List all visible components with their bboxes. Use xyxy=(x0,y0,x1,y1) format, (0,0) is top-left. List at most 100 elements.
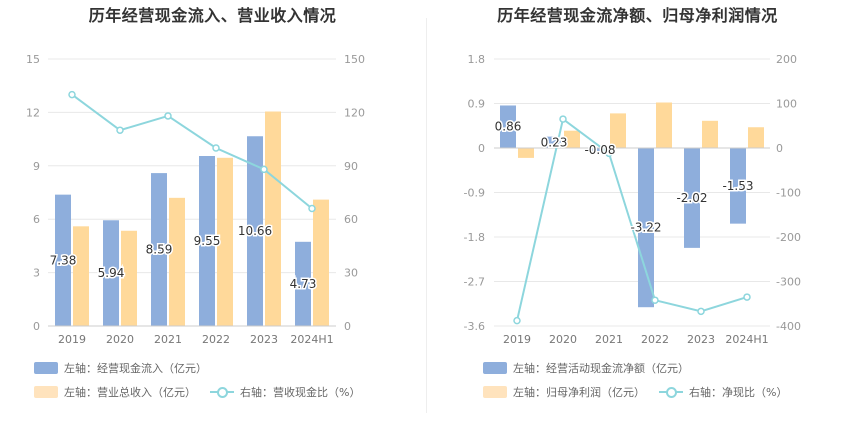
left-bar-blue xyxy=(151,173,167,326)
left-data-label: 10.66 xyxy=(238,224,272,238)
right-right-tick-label: -300 xyxy=(776,276,801,289)
right-data-label: 0.86 xyxy=(495,120,522,134)
legend-item-line-right[interactable]: 右轴：净现比（%） xyxy=(659,384,787,400)
right-left-tick-label: -1.8 xyxy=(464,231,485,244)
panel-divider xyxy=(426,18,427,413)
legend-swatch-line xyxy=(659,386,683,398)
legend-row-2-left: 左轴：营业总收入（亿元） 右轴：营收现金比（%） xyxy=(34,384,374,400)
left-data-label: 4.73 xyxy=(290,277,317,291)
chart-svg-left: 0 0 3 30 6 60 9 90 12 120 15 150 2019 2020 2021 2022 202… xyxy=(26,53,365,345)
right-line-point xyxy=(697,307,705,316)
right-x-tick-label: 2021 xyxy=(595,333,623,345)
left-bar-blue xyxy=(247,136,263,326)
legend-row-2-right: 左轴：归母净利润（亿元） 右轴：净现比（%） xyxy=(483,384,801,400)
left-right-tick-label: 0 xyxy=(344,320,351,333)
left-x-tick-label: 2021 xyxy=(154,333,182,345)
right-line-point xyxy=(559,115,567,123)
right-line-series xyxy=(516,117,748,321)
right-right-tick-label: -200 xyxy=(776,231,801,244)
legend-row-1-left: 左轴：经营现金流入（亿元） xyxy=(34,360,221,376)
right-line-point xyxy=(743,293,751,301)
right-x-tick-label: 2024H1 xyxy=(725,333,768,345)
right-data-label: -0.08 xyxy=(584,143,615,157)
left-bar-orange xyxy=(265,111,281,326)
chart-svg-right: -3.6 -400 -2.7 -300 -1.8 -200 -0.9 -100 0 0 0.9 100… xyxy=(464,53,801,345)
legend-label-bar1-left: 左轴：经营现金流入（亿元） xyxy=(64,362,207,375)
left-line-point xyxy=(212,144,220,152)
legend-swatch-orange xyxy=(34,386,58,398)
legend-swatch-blue xyxy=(34,362,58,374)
legend-swatch-orange xyxy=(483,386,507,398)
right-right-tick-label: -400 xyxy=(776,320,801,333)
legend-item-bar1-right[interactable]: 左轴：经营活动现金流净额（亿元） xyxy=(483,360,689,376)
left-bar-orange xyxy=(169,197,185,326)
right-bar-blue xyxy=(500,105,516,148)
chart-title-left: 历年经营现金流入、营业收入情况 xyxy=(88,6,337,25)
right-line-point xyxy=(513,316,521,325)
left-bar-blue xyxy=(103,220,119,326)
legend-item-bar2-left[interactable]: 左轴：营业总收入（亿元） xyxy=(34,384,196,400)
left-bar-blue xyxy=(55,194,71,326)
right-data-label: -3.22 xyxy=(630,221,661,235)
left-data-label: 7.38 xyxy=(50,253,77,267)
left-line-point xyxy=(308,204,316,213)
left-x-tick-label: 2023 xyxy=(250,333,278,345)
legend-item-bar2-right[interactable]: 左轴：归母净利润（亿元） xyxy=(483,384,645,400)
right-bar-blue xyxy=(638,148,654,308)
left-data-label: 8.59 xyxy=(146,243,173,257)
right-x-tick-label: 2020 xyxy=(549,333,577,345)
right-bar-blue xyxy=(592,148,608,152)
right-bar-orange xyxy=(518,148,534,158)
left-left-tick-label: 3 xyxy=(33,267,40,280)
left-bar-orange xyxy=(121,230,137,326)
right-line-point xyxy=(605,149,613,158)
chart-title-right: 历年经营现金流净额、归母净利润情况 xyxy=(497,6,778,25)
right-x-tick-label: 2023 xyxy=(687,333,715,345)
right-bar-orange xyxy=(610,113,626,148)
right-left-tick-label: -3.6 xyxy=(464,320,485,333)
legend-label-bar1-right: 左轴：经营活动现金流净额（亿元） xyxy=(513,362,689,375)
left-bar-blue xyxy=(295,241,311,326)
right-data-label: -1.53 xyxy=(722,179,753,193)
left-bar-orange xyxy=(313,199,329,326)
legend-item-line-left[interactable]: 右轴：营收现金比（%） xyxy=(210,384,360,400)
left-right-tick-label: 90 xyxy=(344,160,358,173)
right-data-label: 0.23 xyxy=(541,135,568,149)
right-bar-blue xyxy=(684,148,700,248)
right-right-tick-label: -100 xyxy=(776,187,801,200)
left-left-tick-label: 15 xyxy=(26,53,40,66)
left-left-tick-label: 0 xyxy=(33,320,40,333)
legend-label-bar2-right: 左轴：归母净利润（亿元） xyxy=(513,386,645,399)
chart-panel-right: 历年经营现金流净额、归母净利润情况 -3.6 -400 -2.7 -300 -1.8 -2… xyxy=(425,0,850,437)
left-line-point xyxy=(68,90,76,99)
left-data-label: 9.55 xyxy=(194,234,221,248)
right-bar-orange xyxy=(564,130,580,148)
left-x-tick-label: 2020 xyxy=(106,333,134,345)
right-line-point xyxy=(651,296,659,304)
left-right-tick-label: 120 xyxy=(344,106,365,119)
right-bar-blue xyxy=(730,148,746,224)
right-left-tick-label: -0.9 xyxy=(464,187,485,200)
legend-swatch-line xyxy=(210,386,234,398)
legend-label-bar2-left: 左轴：营业总收入（亿元） xyxy=(64,386,196,399)
legend-item-bar1-left[interactable]: 左轴：经营现金流入（亿元） xyxy=(34,360,207,376)
left-left-tick-label: 12 xyxy=(26,106,40,119)
left-left-tick-label: 9 xyxy=(33,160,40,173)
legend-row-1-right: 左轴：经营活动现金流净额（亿元） xyxy=(483,360,703,376)
right-right-tick-label: 100 xyxy=(776,98,797,111)
chart-panel-left: 历年经营现金流入、营业收入情况 0 0 3 30 6 60 9 90 12 120 15 150 201… xyxy=(26,6,374,400)
left-bar-blue xyxy=(199,156,215,326)
right-x-tick-label: 2019 xyxy=(503,333,531,345)
left-bar-orange xyxy=(73,226,89,326)
left-left-tick-label: 6 xyxy=(33,213,40,226)
left-x-tick-label: 2019 xyxy=(58,333,86,345)
legend-label-line-right: 右轴：净现比（%） xyxy=(689,386,788,399)
left-right-tick-label: 30 xyxy=(344,267,358,280)
left-x-tick-label: 2024H1 xyxy=(290,333,333,345)
left-data-label: 5.94 xyxy=(98,266,125,280)
right-left-tick-label: 0 xyxy=(478,142,485,155)
left-line-point xyxy=(116,126,124,134)
right-right-tick-label: 0 xyxy=(776,142,783,155)
left-right-tick-label: 150 xyxy=(344,53,365,66)
legend-swatch-blue xyxy=(483,362,507,374)
